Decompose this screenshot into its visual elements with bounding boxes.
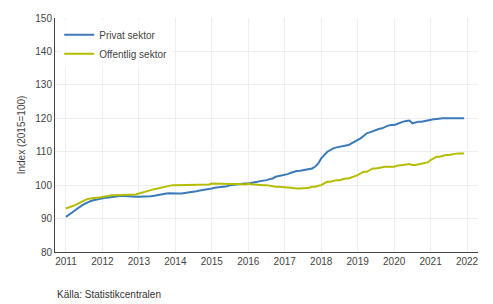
svg-text:2021: 2021 (419, 256, 442, 267)
svg-text:2018: 2018 (310, 256, 333, 267)
svg-text:2011: 2011 (55, 256, 77, 267)
svg-text:2022: 2022 (456, 256, 479, 267)
svg-text:2015: 2015 (201, 256, 224, 267)
svg-text:80: 80 (41, 247, 53, 258)
svg-text:Offentlig sektor: Offentlig sektor (99, 49, 167, 60)
svg-text:2012: 2012 (91, 256, 114, 267)
svg-text:130: 130 (35, 79, 52, 90)
svg-text:Index (2015=100): Index (2015=100) (16, 96, 27, 175)
svg-text:Källa: Statistikcentralen: Källa: Statistikcentralen (57, 289, 161, 300)
svg-text:Privat sektor: Privat sektor (99, 30, 155, 41)
svg-text:90: 90 (41, 213, 53, 224)
svg-text:100: 100 (35, 180, 52, 191)
svg-text:150: 150 (35, 13, 52, 24)
svg-text:140: 140 (35, 46, 52, 57)
svg-text:2019: 2019 (347, 256, 370, 267)
svg-text:2014: 2014 (164, 256, 187, 267)
svg-text:2017: 2017 (274, 256, 297, 267)
svg-text:2016: 2016 (237, 256, 260, 267)
svg-text:2013: 2013 (128, 256, 151, 267)
svg-text:110: 110 (36, 146, 52, 157)
svg-text:120: 120 (35, 113, 52, 124)
svg-text:2020: 2020 (383, 256, 406, 267)
